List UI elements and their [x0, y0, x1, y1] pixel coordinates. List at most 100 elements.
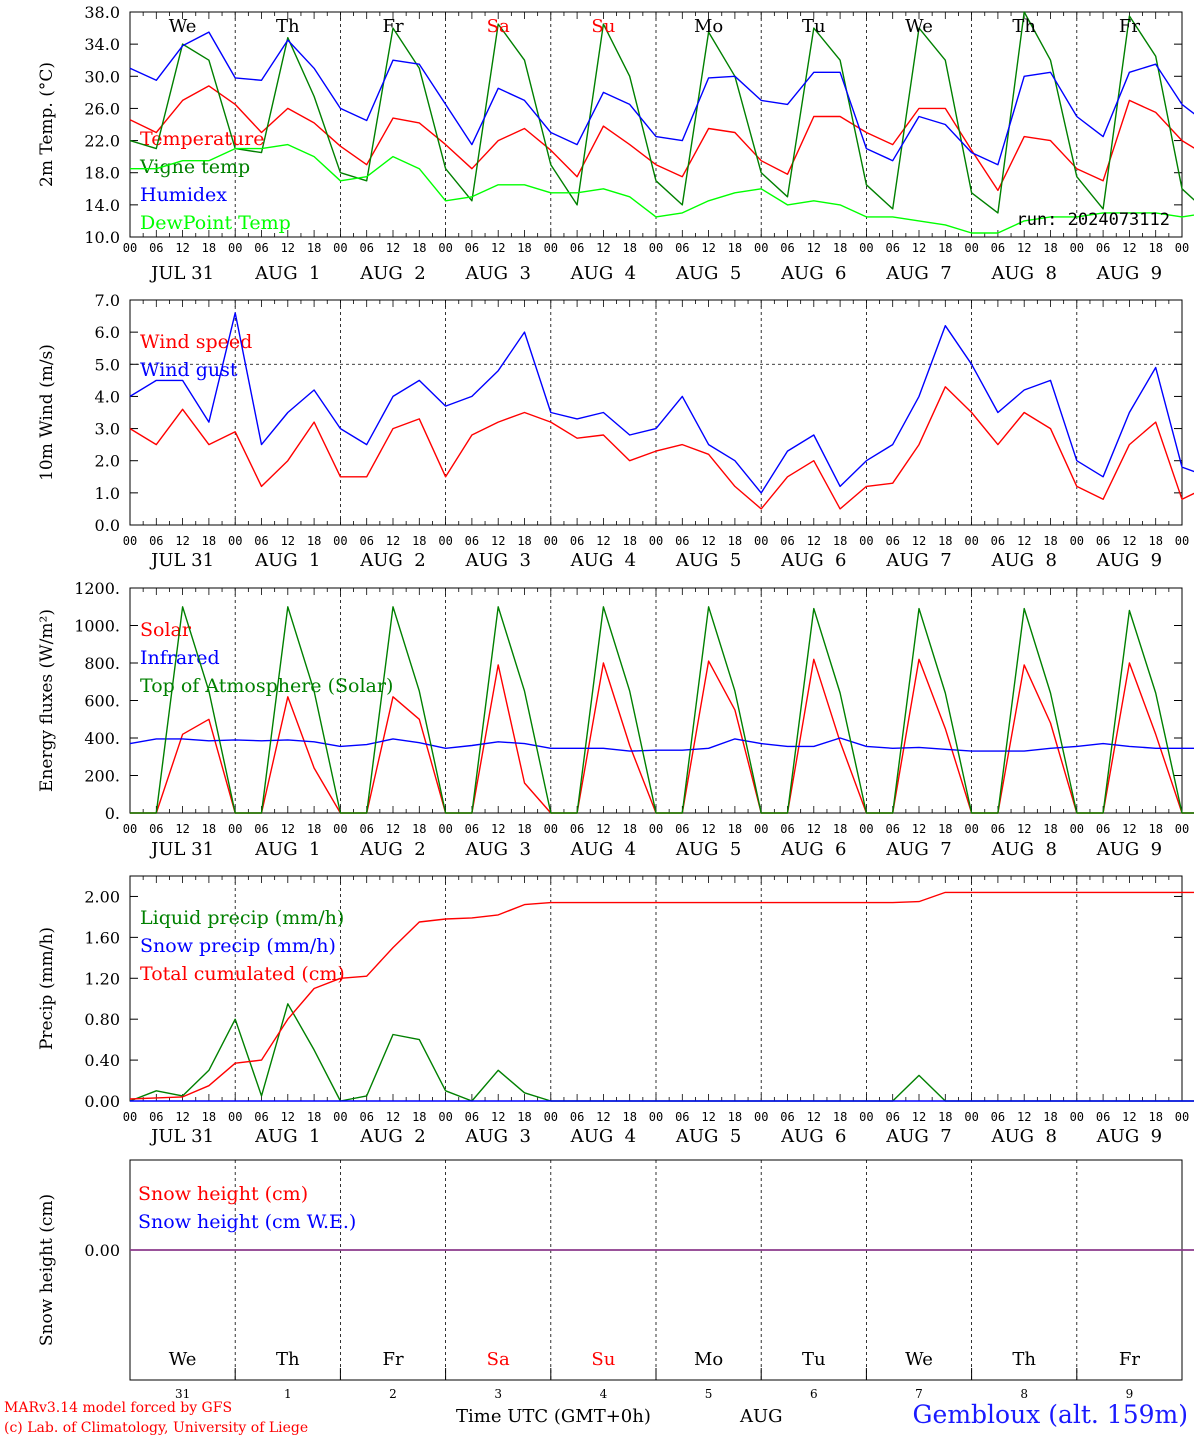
hour-tick-label: 18 — [1148, 1110, 1162, 1124]
hour-tick-label: 12 — [1017, 241, 1031, 255]
date-label: AUG 3 — [464, 839, 530, 860]
hour-tick-label: 06 — [1096, 534, 1110, 548]
date-label: AUG 6 — [780, 263, 846, 284]
y-tick-label: 1.60 — [84, 928, 120, 947]
series-line-wind-speed — [129, 386, 1194, 510]
month-label: AUG — [740, 1406, 783, 1427]
hour-tick-label: 12 — [175, 241, 189, 255]
date-label: JUL 31 — [149, 550, 214, 571]
hour-tick-label: 12 — [386, 1110, 400, 1124]
date-label: AUG 1 — [254, 550, 320, 571]
hour-tick-label: 06 — [885, 1110, 899, 1124]
series-line-infrared — [129, 737, 1194, 752]
hour-tick-label: 06 — [359, 241, 373, 255]
series-line-liquid-precip-mm-h- — [129, 1003, 1194, 1102]
hour-tick-label: 18 — [202, 822, 216, 836]
y-tick-label: 10.0 — [84, 228, 120, 247]
hour-tick-label: 12 — [1017, 1110, 1031, 1124]
hour-tick-label: 18 — [517, 534, 531, 548]
hour-tick-label: 12 — [386, 241, 400, 255]
hour-tick-label: 06 — [991, 1110, 1005, 1124]
weekday-label: Fr — [1119, 16, 1140, 37]
date-label: AUG 7 — [885, 263, 951, 284]
hour-tick-label: 00 — [123, 241, 137, 255]
hour-tick-label: 12 — [491, 534, 505, 548]
weekday-label: Th — [276, 16, 300, 37]
hour-tick-label: 18 — [938, 241, 952, 255]
day-number: 31 — [175, 1387, 190, 1401]
hour-tick-label: 06 — [885, 534, 899, 548]
hour-tick-label: 00 — [1070, 534, 1084, 548]
legend-entry: Top of Atmosphere (Solar) — [140, 675, 393, 697]
hour-tick-label: 18 — [517, 1110, 531, 1124]
weekday-label: Tu — [802, 1349, 826, 1370]
hour-tick-label: 12 — [281, 1110, 295, 1124]
hour-tick-label: 00 — [859, 534, 873, 548]
hour-tick-label: 18 — [1148, 241, 1162, 255]
hour-tick-label: 12 — [912, 1110, 926, 1124]
day-number: 6 — [810, 1387, 818, 1401]
date-label: AUG 6 — [780, 839, 846, 860]
y-tick-label: 0.0 — [95, 516, 120, 535]
date-label: AUG 5 — [675, 839, 741, 860]
legend-entry: Vigne temp — [139, 156, 250, 178]
hour-tick-label: 06 — [675, 241, 689, 255]
hour-tick-label: 18 — [1043, 822, 1057, 836]
day-number: 4 — [600, 1387, 608, 1401]
hour-tick-label: 00 — [1175, 241, 1189, 255]
weekday-label: Fr — [382, 16, 403, 37]
hour-tick-label: 12 — [701, 241, 715, 255]
date-label: JUL 31 — [149, 1126, 214, 1147]
hour-tick-label: 06 — [149, 534, 163, 548]
hour-tick-label: 00 — [649, 241, 663, 255]
weekday-label: Fr — [382, 1349, 403, 1370]
date-label: AUG 4 — [570, 550, 636, 571]
date-label: AUG 8 — [990, 550, 1056, 571]
legend-entry: Snow precip (mm/h) — [140, 935, 336, 957]
legend-entry: Wind gust — [140, 359, 238, 381]
day-number: 2 — [389, 1387, 397, 1401]
date-label: JUL 31 — [149, 839, 214, 860]
hour-tick-label: 12 — [281, 534, 295, 548]
hour-tick-label: 12 — [701, 1110, 715, 1124]
date-label: AUG 1 — [254, 1126, 320, 1147]
legend-entry: Humidex — [140, 184, 227, 206]
hour-tick-label: 00 — [123, 534, 137, 548]
y-tick-label: 3.0 — [95, 420, 120, 439]
weekday-label: Mo — [694, 16, 723, 37]
hour-tick-label: 18 — [622, 534, 636, 548]
hour-tick-label: 12 — [1122, 534, 1136, 548]
hour-tick-label: 00 — [649, 534, 663, 548]
hour-tick-label: 00 — [754, 822, 768, 836]
y-tick-label: 0.40 — [84, 1051, 120, 1070]
hour-tick-label: 18 — [833, 1110, 847, 1124]
date-label: AUG 5 — [675, 263, 741, 284]
time-axis-label: Time UTC (GMT+0h) — [456, 1406, 651, 1427]
hour-tick-label: 06 — [675, 1110, 689, 1124]
hour-tick-label: 18 — [307, 241, 321, 255]
hour-tick-label: 06 — [991, 241, 1005, 255]
hour-tick-label: 06 — [570, 241, 584, 255]
hour-tick-label: 12 — [491, 241, 505, 255]
hour-tick-label: 12 — [175, 534, 189, 548]
y-tick-label: 1200. — [74, 579, 120, 598]
hour-tick-label: 00 — [754, 534, 768, 548]
hour-tick-label: 06 — [359, 822, 373, 836]
hour-tick-label: 00 — [964, 241, 978, 255]
day-number: 1 — [284, 1387, 292, 1401]
date-label: AUG 7 — [885, 550, 951, 571]
weekday-label: Sa — [487, 1349, 510, 1370]
hour-tick-label: 18 — [833, 822, 847, 836]
date-label: AUG 9 — [1096, 1126, 1162, 1147]
hour-tick-label: 18 — [728, 822, 742, 836]
legend-entry: Solar — [140, 619, 192, 641]
hour-tick-label: 12 — [596, 534, 610, 548]
hour-tick-label: 12 — [1017, 822, 1031, 836]
date-label: AUG 7 — [885, 839, 951, 860]
y-tick-label: 30.0 — [84, 67, 120, 86]
day-number: 7 — [915, 1387, 923, 1401]
date-label: AUG 8 — [990, 1126, 1056, 1147]
y-tick-label: 4.0 — [95, 387, 120, 406]
hour-tick-label: 12 — [281, 241, 295, 255]
hour-tick-label: 18 — [412, 534, 426, 548]
